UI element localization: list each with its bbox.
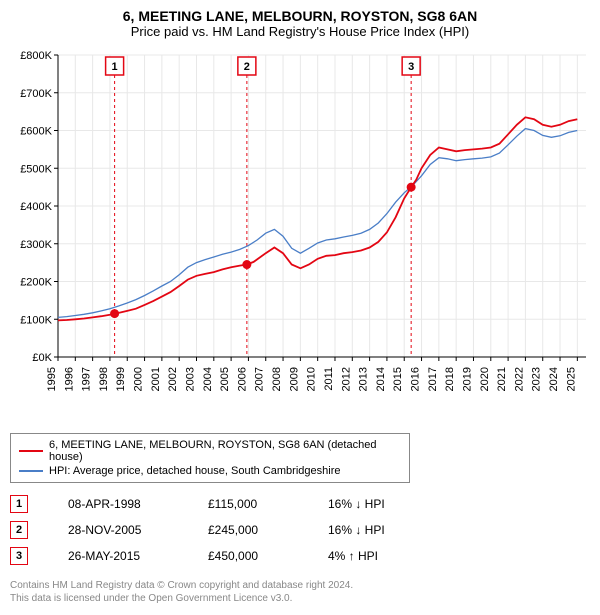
svg-text:£100K: £100K (20, 314, 52, 326)
svg-text:£600K: £600K (20, 126, 52, 138)
legend-label: HPI: Average price, detached house, Sout… (49, 465, 340, 477)
svg-text:£800K: £800K (20, 50, 52, 62)
svg-text:2004: 2004 (202, 367, 214, 391)
marker-date: 26-MAY-2015 (68, 549, 168, 563)
svg-text:2009: 2009 (288, 367, 300, 391)
svg-text:1998: 1998 (98, 367, 110, 391)
svg-text:2010: 2010 (306, 367, 318, 391)
svg-text:£500K: £500K (20, 163, 52, 175)
footer-line-1: Contains HM Land Registry data © Crown c… (10, 579, 590, 592)
svg-text:2011: 2011 (323, 367, 335, 391)
svg-text:2016: 2016 (410, 367, 422, 391)
marker-diff: 16% ↓ HPI (328, 497, 428, 511)
marker-diff: 16% ↓ HPI (328, 523, 428, 537)
svg-text:2013: 2013 (358, 367, 370, 391)
svg-text:2019: 2019 (461, 367, 473, 391)
footer: Contains HM Land Registry data © Crown c… (10, 579, 590, 605)
marker-price: £450,000 (208, 549, 288, 563)
legend: 6, MEETING LANE, MELBOURN, ROYSTON, SG8 … (10, 433, 410, 483)
svg-text:1995: 1995 (46, 367, 58, 391)
svg-text:£200K: £200K (20, 277, 52, 289)
legend-swatch (19, 450, 43, 452)
svg-text:2015: 2015 (392, 367, 404, 391)
svg-text:2008: 2008 (271, 367, 283, 391)
svg-text:2021: 2021 (496, 367, 508, 391)
marker-table: 1 08-APR-1998 £115,000 16% ↓ HPI 2 28-NOV-200… (10, 491, 590, 569)
svg-text:2023: 2023 (531, 367, 543, 391)
marker-price: £245,000 (208, 523, 288, 537)
svg-text:2006: 2006 (236, 367, 248, 391)
marker-number-box: 1 (10, 495, 28, 513)
chart-subtitle: Price paid vs. HM Land Registry's House … (10, 24, 590, 39)
svg-text:2000: 2000 (133, 367, 145, 391)
marker-price: £115,000 (208, 497, 288, 511)
marker-date: 28-NOV-2005 (68, 523, 168, 537)
chart-title: 6, MEETING LANE, MELBOURN, ROYSTON, SG8 … (10, 8, 590, 24)
svg-text:2001: 2001 (150, 367, 162, 391)
marker-number-box: 3 (10, 547, 28, 565)
legend-row: HPI: Average price, detached house, Sout… (19, 464, 401, 478)
svg-text:2012: 2012 (340, 367, 352, 391)
svg-text:1999: 1999 (115, 367, 127, 391)
chart-area: £0K £100K £200K £300K £400K £500K £600K £700K £8… (10, 47, 590, 427)
svg-text:2018: 2018 (444, 367, 456, 391)
svg-text:£400K: £400K (20, 201, 52, 213)
legend-label: 6, MEETING LANE, MELBOURN, ROYSTON, SG8 … (49, 439, 401, 463)
legend-row: 6, MEETING LANE, MELBOURN, ROYSTON, SG8 … (19, 438, 401, 464)
marker-diff: 4% ↑ HPI (328, 549, 428, 563)
svg-text:£700K: £700K (20, 88, 52, 100)
svg-text:1996: 1996 (63, 367, 75, 391)
svg-text:2007: 2007 (254, 367, 266, 391)
svg-text:1997: 1997 (81, 367, 93, 391)
svg-text:2020: 2020 (479, 367, 491, 391)
svg-text:2: 2 (244, 61, 250, 73)
svg-text:2024: 2024 (548, 367, 560, 391)
svg-text:2003: 2003 (184, 367, 196, 391)
svg-text:£300K: £300K (20, 239, 52, 251)
svg-text:1: 1 (112, 61, 118, 73)
svg-text:2014: 2014 (375, 367, 387, 391)
svg-text:2005: 2005 (219, 367, 231, 391)
marker-row: 2 28-NOV-2005 £245,000 16% ↓ HPI (10, 517, 590, 543)
marker-row: 3 26-MAY-2015 £450,000 4% ↑ HPI (10, 543, 590, 569)
marker-number-box: 2 (10, 521, 28, 539)
marker-date: 08-APR-1998 (68, 497, 168, 511)
svg-text:2022: 2022 (513, 367, 525, 391)
svg-text:2002: 2002 (167, 367, 179, 391)
svg-text:£0K: £0K (32, 352, 52, 364)
svg-text:2017: 2017 (427, 367, 439, 391)
marker-row: 1 08-APR-1998 £115,000 16% ↓ HPI (10, 491, 590, 517)
chart-container: 6, MEETING LANE, MELBOURN, ROYSTON, SG8 … (0, 0, 600, 615)
chart-svg: £0K £100K £200K £300K £400K £500K £600K £700K £8… (10, 47, 590, 427)
footer-line-2: This data is licensed under the Open Gov… (10, 592, 590, 605)
svg-text:2025: 2025 (565, 367, 577, 391)
legend-swatch (19, 470, 43, 471)
svg-text:3: 3 (408, 61, 414, 73)
